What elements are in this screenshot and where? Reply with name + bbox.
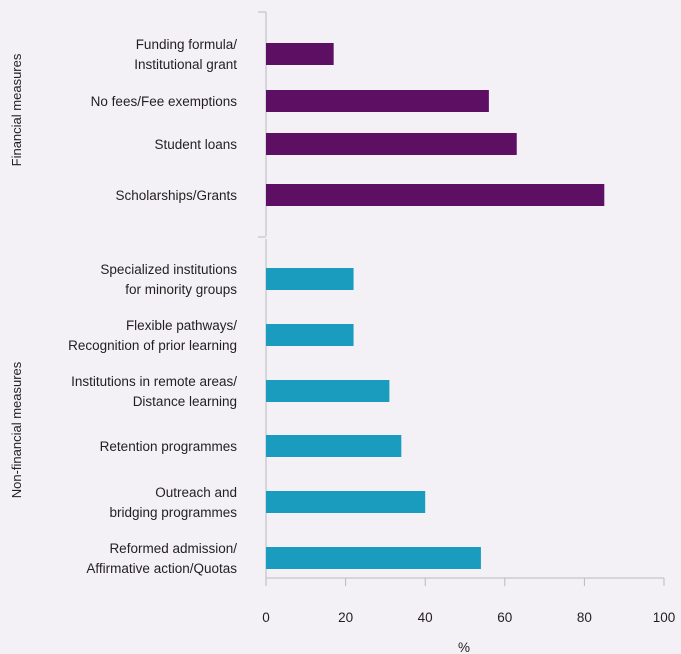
bar-g1-5 [266,547,481,569]
category-label-g0-3: Scholarships/Grants [115,188,237,203]
category-label-g1-1: Flexible pathways/Recognition of prior l… [68,318,237,353]
x-axis-title: % [458,640,470,654]
x-tick-label-0: 0 [262,610,270,625]
x-tick-label-20: 20 [338,610,353,625]
category-label-g0-2: Student loans [154,137,237,152]
bars-layer [266,43,605,569]
bar-g1-2 [266,380,390,402]
category-label-g1-0: Specialized institutions for minority gro… [100,262,237,297]
bar-g0-3 [266,184,605,206]
bar-g1-0 [266,268,354,290]
category-label-g1-2: Institutions in remote areas/Distance le… [71,374,237,409]
bar-g1-1 [266,324,354,346]
bar-g1-4 [266,491,426,513]
x-tick-label-80: 80 [577,610,592,625]
x-tick-label-100: 100 [653,610,676,625]
bar-g0-0 [266,43,334,65]
category-label-g1-4: Outreach and bridging programmes [109,485,237,520]
axis-layer: 0 20 40 60 80 100 [258,11,676,625]
group-label-non-financial: Non-financial measures [9,361,24,498]
category-label-g1-5: Reformed admission/Affirmative action/Qu… [86,541,237,576]
category-label-g0-0: Funding formula/Institutional grant [134,37,237,72]
bar-g0-1 [266,90,489,112]
x-tick-label-40: 40 [418,610,433,625]
bar-g1-3 [266,435,402,457]
group-label-financial: Financial measures [9,53,24,166]
x-tick-label-60: 60 [497,610,512,625]
bar-g0-2 [266,133,517,155]
labels-layer: Funding formula/Institutional grant No fe… [68,37,237,576]
category-label-g0-1: No fees/Fee exemptions [91,94,238,109]
category-label-g1-3: Retention programmes [100,439,238,454]
